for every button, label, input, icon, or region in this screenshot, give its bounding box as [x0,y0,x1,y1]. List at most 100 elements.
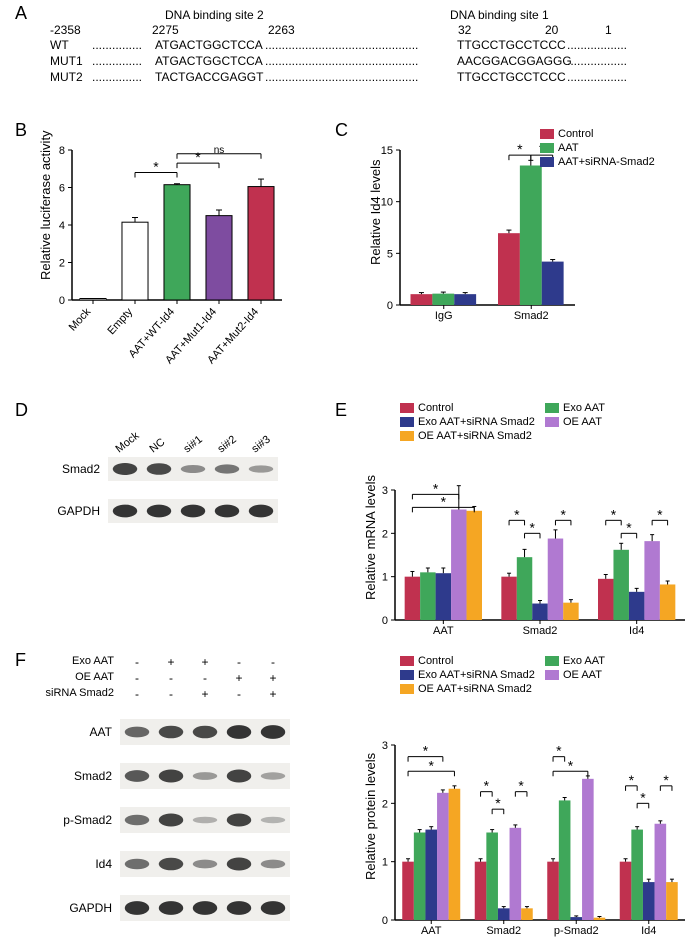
treatment-cell: - [188,671,222,685]
svg-text:4: 4 [59,220,65,232]
legend-item: Control [400,655,545,667]
svg-text:*: * [640,789,646,805]
svg-text:*: * [556,743,562,759]
svg-text:ns: ns [214,145,225,156]
panel-c-legend: ControlAATAAT+siRNA-Smad2 [540,128,655,170]
panel-d-blot: MockNCsi#1si#2si#3Smad2GAPDH [50,415,310,548]
treatment-cell: + [222,671,256,685]
legend-item: Exo AAT+siRNA Smad2 [400,669,545,681]
svg-text:AAT: AAT [433,625,454,637]
svg-text:0: 0 [382,615,388,627]
panel-f-ytitle: Relative protein levels [363,753,378,880]
panel-f-protein-chart: Relative protein levels 0123AAT**Smad2**… [365,725,695,940]
svg-text:2: 2 [59,258,65,270]
pos-3: 32 [458,23,471,37]
treatment-cell: + [256,671,290,685]
svg-text:*: * [441,493,447,509]
svg-text:GAPDH: GAPDH [57,504,100,518]
svg-text:Empty: Empty [105,306,135,338]
svg-text:3: 3 [382,740,388,752]
svg-text:Smad2: Smad2 [62,462,100,476]
treatment-cell: - [120,655,154,669]
svg-text:si#1: si#1 [181,433,204,455]
legend-item: Exo AAT [545,655,690,667]
svg-text:1: 1 [382,857,388,869]
svg-text:Mock: Mock [67,306,94,334]
svg-text:Smad2: Smad2 [74,769,112,783]
svg-text:*: * [560,506,566,522]
svg-text:Smad2: Smad2 [514,310,549,322]
treatment-cell: - [222,655,256,669]
treatment-row-label: OE AAT [28,671,114,683]
svg-text:IgG: IgG [435,310,453,322]
panel-e-ytitle: Relative mRNA levels [363,475,378,600]
treatment-cell: + [256,687,290,701]
treatment-cell: - [154,687,188,701]
svg-text:0: 0 [387,300,393,312]
pos-1: 2275 [152,23,179,37]
legend-item: Exo AAT [545,402,690,414]
sequence-row: MUT2...............TACTGACCGAGGT........… [50,70,670,86]
svg-text:AAT: AAT [421,925,442,937]
svg-text:*: * [663,772,669,788]
sequence-row: WT...............ATGACTGGCTCCA..........… [50,38,670,54]
svg-text:*: * [484,778,490,794]
treatment-row-label: siRNA Smad2 [28,687,114,699]
svg-text:*: * [517,141,523,157]
svg-text:0: 0 [59,295,65,307]
svg-text:2: 2 [382,528,388,540]
panel-e-legend: ControlExo AATExo AAT+siRNA Smad2OE AATO… [400,402,700,444]
legend-item: AAT [540,142,655,154]
pos-0: -2358 [50,23,81,37]
svg-text:2: 2 [382,798,388,810]
svg-text:si#2: si#2 [215,433,238,455]
treatment-cell: - [154,671,188,685]
panel-b-chart: Relative luciferase activity 02468MockEm… [40,130,300,390]
legend-item: OE AAT [545,416,690,428]
sequence-row: MUT1...............ATGACTGGCTCCA........… [50,54,670,70]
panel-c-ytitle: Relative Id4 levels [368,160,383,266]
svg-text:*: * [530,519,536,535]
treatment-cell: + [154,655,188,669]
svg-text:*: * [429,757,435,773]
svg-text:Mock: Mock [113,429,141,455]
svg-text:6: 6 [59,183,65,195]
site2-header: DNA binding site 2 [165,8,264,22]
svg-text:*: * [433,480,439,496]
legend-item: AAT+siRNA-Smad2 [540,156,655,168]
svg-text:Smad2: Smad2 [523,625,558,637]
svg-text:Id4: Id4 [95,857,112,871]
pos-4: 20 [545,23,558,37]
panel-e-label: E [335,400,347,421]
panel-f-label: F [15,650,26,671]
svg-text:*: * [495,795,501,811]
panel-f-legend: ControlExo AATExo AAT+siRNA Smad2OE AATO… [400,655,700,697]
svg-text:GAPDH: GAPDH [69,901,112,915]
svg-text:p-Smad2: p-Smad2 [554,925,599,937]
legend-item: OE AAT+siRNA Smad2 [400,430,545,442]
svg-text:*: * [514,506,520,522]
svg-text:3: 3 [382,485,388,497]
svg-text:8: 8 [59,145,65,157]
svg-text:*: * [629,772,635,788]
treatment-cell: - [256,655,290,669]
panel-a-label: A [15,3,27,24]
svg-text:*: * [611,506,617,522]
panel-f-blot: AATSmad2p-Smad2Id4GAPDH [50,715,320,948]
svg-text:*: * [626,519,632,535]
svg-text:*: * [518,778,524,794]
legend-item: Exo AAT+siRNA Smad2 [400,416,545,428]
treatment-cell: - [222,687,256,701]
treatment-cell: + [188,655,222,669]
legend-item: OE AAT+siRNA Smad2 [400,683,545,695]
svg-text:Id4: Id4 [629,625,644,637]
svg-text:Id4: Id4 [641,925,656,937]
svg-text:AAT: AAT [90,725,113,739]
svg-text:*: * [657,506,663,522]
svg-text:15: 15 [381,145,393,157]
svg-text:*: * [153,159,159,175]
svg-text:0: 0 [382,915,388,927]
pos-2: 2263 [268,23,295,37]
svg-text:1: 1 [382,572,388,584]
svg-text:NC: NC [147,436,167,455]
